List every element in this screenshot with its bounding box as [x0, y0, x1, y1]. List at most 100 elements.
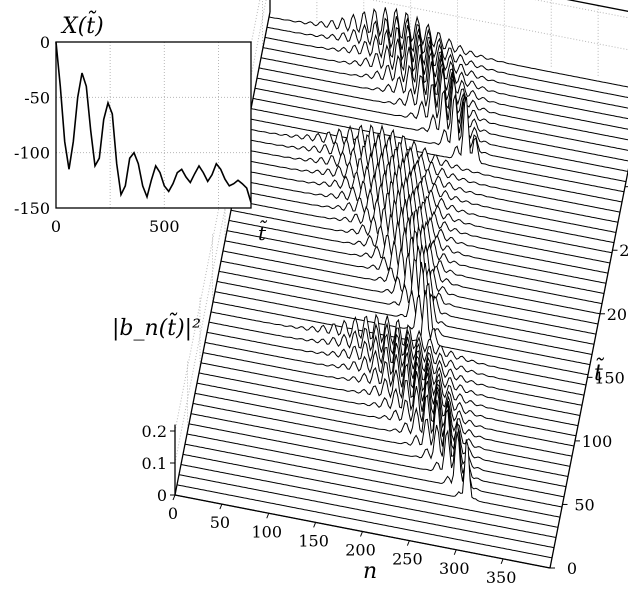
- trace-line: [188, 420, 565, 498]
- trace-line: [234, 181, 611, 264]
- waterfall-frame: [174, 0, 628, 569]
- trace-line: [184, 439, 561, 518]
- trace-line: [186, 431, 563, 508]
- trace-fill: [253, 77, 628, 172]
- trace-line: [246, 124, 623, 203]
- top-back-edge: [566, 0, 628, 12]
- trace-line: [190, 408, 567, 488]
- n-tick-label: 100: [251, 522, 282, 541]
- wall-grid-line: [534, 0, 628, 19]
- trace-line: [218, 258, 595, 345]
- trace-line: [204, 342, 581, 416]
- trace-fill: [185, 439, 560, 518]
- z-tick-label: 0.2: [142, 422, 167, 441]
- inset-y-label: X(t̃): [60, 9, 104, 39]
- inset-background: [56, 42, 251, 208]
- trace-line: [202, 352, 579, 427]
- trace-line: [232, 189, 609, 274]
- trace-fill: [245, 134, 620, 213]
- inset-y-tick-label: -100: [14, 144, 50, 163]
- trace-line: [182, 453, 559, 528]
- inset-plot: 0 -50 -100 -150 0 500 X(t̃) t̃: [14, 9, 268, 245]
- waterfall-plot: 0 50 100 150 200 250 300 350 0 50 100 150 200 250 300…: [112, 0, 628, 587]
- trace-line: [240, 152, 617, 233]
- trace-line: [180, 464, 557, 538]
- n-tick-label: 250: [392, 550, 423, 569]
- inset-x-tick-label: 500: [149, 217, 180, 236]
- trace-line: [198, 371, 575, 447]
- trace-fill: [199, 371, 574, 446]
- t-tick-label: 150: [594, 368, 625, 387]
- trace-fill: [219, 259, 594, 345]
- trace-line: [222, 236, 599, 325]
- inset-y-tick-label: -50: [24, 88, 50, 107]
- inset-y-tick-label: -150: [14, 199, 50, 218]
- z-tick-label: 0: [157, 486, 167, 505]
- trace-fill: [191, 409, 566, 487]
- trace-line: [262, 34, 628, 120]
- trace-line: [242, 142, 619, 223]
- trace-line: [244, 133, 621, 213]
- trace-line: [258, 50, 628, 141]
- n-tick-mark: [313, 522, 317, 528]
- inset-x-ticks: 0 500: [51, 217, 180, 236]
- n-tick-label: 300: [439, 559, 470, 578]
- t-tick-label: 250: [619, 241, 628, 260]
- trace-fill: [201, 362, 576, 436]
- trace-line: [214, 282, 591, 366]
- trace-line: [252, 76, 628, 172]
- trace-line: [254, 68, 628, 162]
- t-tick-label: 100: [582, 432, 613, 451]
- trace-line: [266, 16, 628, 99]
- trace-line: [220, 245, 597, 335]
- trace-fill: [267, 16, 628, 98]
- t-axis-line: [549, 168, 628, 569]
- trace-line: [194, 389, 571, 467]
- trace-line: [192, 399, 569, 477]
- n-tick-label: 150: [298, 531, 329, 550]
- z-axis-ticks: 0 0.1 0.2: [142, 422, 175, 505]
- trace-fill: [247, 125, 622, 202]
- trace-line: [208, 321, 585, 396]
- inset-y-tick-label: 0: [40, 33, 50, 52]
- trace-line: [264, 25, 628, 109]
- n-tick-mark: [360, 531, 363, 537]
- inset-frame: [55, 41, 252, 209]
- n-axis-label: n: [363, 559, 377, 584]
- inset-x-label: t̃: [258, 219, 268, 245]
- trace-line: [200, 362, 577, 437]
- trace-line: [260, 43, 628, 130]
- waterfall-traces: [174, 7, 628, 569]
- trace-fill: [203, 352, 578, 426]
- wall-grid-line: [370, 0, 628, 51]
- series-line-X: [55, 41, 252, 203]
- t-tick-label: 200: [607, 305, 628, 324]
- trace-line: [268, 7, 628, 88]
- trace-line: [216, 261, 593, 355]
- n-tick-mark: [453, 549, 457, 555]
- trace-fill: [197, 381, 572, 457]
- n-tick-label: 50: [210, 513, 230, 532]
- z-axis-label: |b_n(t̃)|²: [112, 311, 201, 341]
- t-tick-label: 0: [567, 559, 577, 578]
- z-tick-label: 0.1: [142, 454, 167, 473]
- trace-line: [196, 380, 573, 457]
- t-tick-label: 50: [574, 495, 594, 514]
- trace-line: [176, 484, 553, 559]
- n-tick-label: 0: [168, 504, 178, 523]
- wall-grid-line: [174, 0, 267, 464]
- n-tick-mark: [266, 513, 270, 519]
- trace-fill: [243, 143, 618, 223]
- trace-line: [210, 311, 587, 386]
- back-floor-edge: [174, 11, 271, 496]
- trace-fill: [221, 245, 596, 335]
- n-tick-mark: [219, 503, 223, 510]
- t-axis-label: t̃: [594, 356, 605, 386]
- n-axis-ticks: 0 50 100 150 200 250 300 350: [168, 494, 516, 587]
- trace-line: [178, 474, 555, 549]
- trace-line: [230, 199, 607, 284]
- n-tick-mark: [406, 540, 410, 546]
- n-tick-mark: [500, 558, 504, 565]
